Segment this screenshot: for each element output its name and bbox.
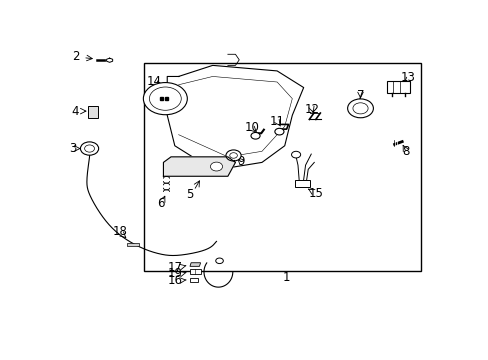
Bar — [386, 81, 409, 93]
Bar — [164, 97, 168, 100]
Polygon shape — [167, 66, 303, 168]
Bar — [295, 180, 310, 187]
Circle shape — [229, 153, 237, 158]
Bar — [144, 63, 420, 270]
Circle shape — [352, 103, 367, 114]
Circle shape — [215, 258, 223, 264]
Text: 9: 9 — [237, 154, 244, 167]
Circle shape — [274, 128, 284, 135]
Circle shape — [225, 150, 241, 161]
Text: 1: 1 — [282, 271, 290, 284]
Text: 3: 3 — [69, 142, 77, 155]
Circle shape — [347, 99, 373, 118]
Polygon shape — [106, 58, 112, 62]
Text: 16: 16 — [167, 274, 182, 287]
Text: 17: 17 — [167, 261, 182, 274]
Text: 10: 10 — [244, 121, 259, 134]
Bar — [189, 278, 198, 282]
Text: 8: 8 — [402, 145, 409, 158]
Text: 7: 7 — [356, 89, 364, 102]
Text: 15: 15 — [308, 187, 323, 200]
Text: 4: 4 — [72, 105, 79, 118]
Circle shape — [149, 87, 181, 110]
Text: 2: 2 — [72, 50, 79, 63]
Circle shape — [210, 162, 222, 171]
Bar — [189, 269, 200, 274]
Bar — [127, 243, 139, 246]
Text: 12: 12 — [304, 103, 319, 116]
Polygon shape — [163, 157, 235, 176]
Bar — [87, 105, 98, 118]
Text: 11: 11 — [269, 115, 284, 128]
Text: 13: 13 — [400, 71, 415, 84]
Text: 18: 18 — [112, 225, 127, 238]
Text: 14: 14 — [146, 75, 161, 88]
Circle shape — [250, 132, 260, 139]
Text: 19: 19 — [167, 267, 182, 280]
Text: 6: 6 — [157, 198, 164, 211]
Circle shape — [143, 82, 187, 115]
Circle shape — [84, 145, 94, 152]
Circle shape — [81, 142, 99, 155]
Text: 5: 5 — [186, 188, 193, 201]
Bar — [159, 97, 163, 100]
Polygon shape — [189, 263, 200, 266]
Circle shape — [291, 151, 300, 158]
